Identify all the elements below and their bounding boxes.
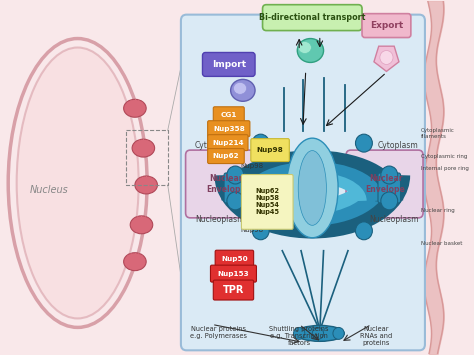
Ellipse shape — [17, 48, 139, 318]
Text: Cytoplasmic ring: Cytoplasmic ring — [421, 154, 467, 159]
Circle shape — [252, 222, 269, 240]
Text: Nup62: Nup62 — [213, 153, 239, 159]
Text: Nup62
Nup58
Nup54
Nup45: Nup62 Nup58 Nup54 Nup45 — [255, 189, 279, 215]
Ellipse shape — [231, 80, 255, 101]
Text: Import: Import — [212, 60, 246, 69]
Text: TPR: TPR — [223, 285, 244, 295]
Text: Export: Export — [370, 21, 403, 30]
Text: Cytoplasm: Cytoplasm — [195, 141, 236, 150]
Ellipse shape — [234, 82, 246, 94]
FancyBboxPatch shape — [210, 265, 256, 282]
Text: Bi-directional transport: Bi-directional transport — [259, 13, 365, 22]
Text: Nup98: Nup98 — [257, 147, 283, 153]
Circle shape — [381, 166, 398, 184]
Text: Cytoplasmic
filaments: Cytoplasmic filaments — [421, 128, 455, 139]
Ellipse shape — [298, 151, 327, 225]
Text: Nuclear
RNAs and
proteins: Nuclear RNAs and proteins — [360, 326, 392, 346]
Circle shape — [381, 192, 398, 210]
Circle shape — [356, 134, 373, 152]
FancyBboxPatch shape — [186, 150, 265, 218]
Circle shape — [380, 50, 393, 65]
FancyBboxPatch shape — [213, 107, 244, 123]
FancyBboxPatch shape — [362, 13, 411, 38]
Text: Nup98: Nup98 — [240, 163, 263, 169]
Text: Nucleus: Nucleus — [30, 185, 69, 195]
Text: Shuttling proteins
e.g. Transcription
factors: Shuttling proteins e.g. Transcription fa… — [269, 326, 329, 346]
Text: Nup153: Nup153 — [218, 271, 249, 277]
FancyBboxPatch shape — [202, 53, 255, 76]
Circle shape — [227, 166, 244, 184]
Ellipse shape — [286, 138, 338, 238]
Text: Nucleoplasm: Nucleoplasm — [195, 215, 245, 224]
FancyBboxPatch shape — [251, 139, 289, 162]
Circle shape — [252, 134, 269, 152]
Text: Nup50: Nup50 — [221, 256, 248, 262]
FancyBboxPatch shape — [213, 280, 254, 300]
FancyBboxPatch shape — [241, 175, 293, 229]
Text: Nuclear ring: Nuclear ring — [421, 208, 455, 213]
Ellipse shape — [297, 39, 324, 62]
Text: Nup358: Nup358 — [213, 126, 245, 132]
FancyBboxPatch shape — [263, 5, 362, 31]
FancyBboxPatch shape — [181, 15, 425, 350]
Text: Nuclear proteins
e.g. Polymerases: Nuclear proteins e.g. Polymerases — [190, 326, 247, 339]
FancyBboxPatch shape — [346, 150, 423, 218]
FancyBboxPatch shape — [378, 173, 401, 203]
FancyBboxPatch shape — [208, 149, 244, 164]
Text: Nup98: Nup98 — [240, 227, 263, 233]
Circle shape — [227, 192, 244, 210]
Text: Cytoplasm: Cytoplasm — [378, 141, 419, 150]
Circle shape — [356, 222, 373, 240]
FancyBboxPatch shape — [224, 173, 246, 203]
Text: Nucleoplasm: Nucleoplasm — [369, 215, 419, 224]
Circle shape — [312, 327, 324, 339]
Text: Nuclear
Envelope: Nuclear Envelope — [206, 174, 246, 194]
Ellipse shape — [132, 139, 155, 157]
FancyBboxPatch shape — [215, 250, 254, 267]
Circle shape — [333, 327, 344, 339]
Bar — [126, 130, 168, 185]
Text: Internal pore ring: Internal pore ring — [421, 166, 469, 171]
Ellipse shape — [295, 326, 344, 342]
Ellipse shape — [298, 42, 311, 54]
Text: Nuclear basket: Nuclear basket — [421, 241, 463, 246]
Text: CG1: CG1 — [220, 112, 237, 118]
Polygon shape — [374, 46, 399, 71]
Ellipse shape — [124, 99, 146, 117]
Text: Nup214: Nup214 — [212, 140, 244, 146]
Ellipse shape — [124, 253, 146, 271]
Ellipse shape — [130, 216, 153, 234]
Ellipse shape — [135, 176, 157, 194]
Circle shape — [293, 327, 305, 339]
Text: Nuclear
Envelope: Nuclear Envelope — [365, 174, 405, 194]
FancyBboxPatch shape — [208, 121, 250, 137]
FancyBboxPatch shape — [208, 135, 248, 151]
